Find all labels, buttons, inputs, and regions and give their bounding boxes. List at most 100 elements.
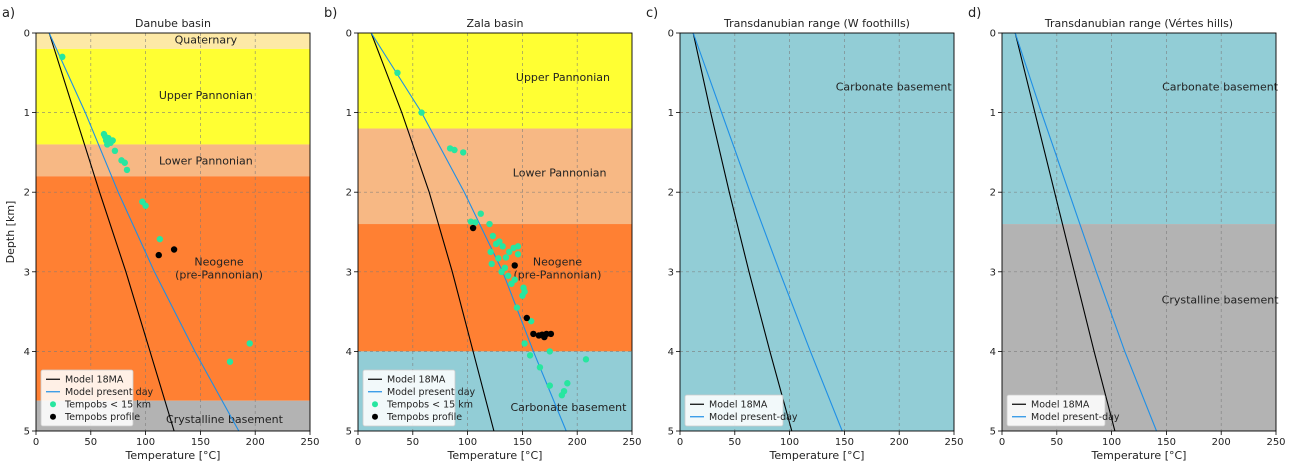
- layer-label: Carbonate basement: [836, 80, 953, 93]
- legend-entry: Model present-day: [1031, 412, 1120, 423]
- layer-band: [680, 33, 954, 431]
- data-point: [496, 238, 503, 245]
- y-tick-label: 2: [668, 188, 674, 199]
- legend-entry: Tempobs profile: [386, 412, 462, 423]
- layer-label: Upper Pannonian: [516, 71, 610, 84]
- x-tick-label: 50: [1050, 437, 1063, 448]
- legend-swatch: [50, 401, 56, 408]
- y-tick-label: 3: [24, 267, 30, 278]
- y-tick-label: 1: [668, 108, 674, 119]
- data-point: [558, 391, 566, 399]
- y-tick-label: 5: [24, 427, 30, 438]
- x-tick-label: 150: [191, 437, 210, 448]
- data-point: [527, 317, 535, 325]
- y-tick-label: 0: [668, 29, 674, 40]
- panel-letter: c): [646, 6, 658, 21]
- x-axis-label: Temperature [°C]: [769, 449, 865, 462]
- data-point: [142, 202, 149, 209]
- grid: [680, 33, 954, 431]
- legend-entry: Tempobs < 15 km: [386, 400, 473, 411]
- x-axis-label: Temperature [°C]: [125, 449, 221, 462]
- data-point: [246, 340, 253, 347]
- legend-entry: Model present day: [387, 387, 476, 398]
- legend-swatch: [372, 413, 378, 420]
- chart-title: Danube basin: [135, 17, 211, 30]
- data-point: [521, 340, 528, 347]
- data-point: [543, 330, 550, 338]
- x-tick-label: 200: [246, 437, 265, 448]
- data-point: [582, 356, 590, 363]
- axes-frame: [1001, 32, 1277, 432]
- panel-3: Carbonate basement 0 50 100 150 200 250 0 1 2 3 4 5 T…: [646, 6, 964, 462]
- y-tick-label: 2: [346, 188, 352, 199]
- x-tick-label: 250: [622, 437, 641, 448]
- series-line-2: [692, 33, 843, 431]
- layers: [680, 33, 954, 431]
- data-point: [477, 210, 484, 217]
- layer-band: [1002, 33, 1276, 225]
- data-point: [526, 352, 534, 359]
- data-point: [418, 109, 425, 116]
- grid: [1002, 33, 1276, 431]
- legend-entry: Tempobs < 15 km: [64, 400, 151, 411]
- axes-frame: [357, 32, 633, 432]
- data-point: [495, 255, 502, 262]
- data-point: [504, 272, 512, 279]
- layer-label: Crystalline basement: [1162, 294, 1280, 307]
- data-point: [460, 149, 467, 156]
- y-tick-label: 3: [668, 267, 674, 278]
- layer-label: Quaternary: [175, 33, 238, 46]
- y-tick-label: 1: [24, 108, 30, 119]
- layer-band: [358, 128, 632, 225]
- data-point: [499, 243, 506, 250]
- y-tick-label: 3: [346, 267, 352, 278]
- data-point: [451, 146, 458, 154]
- y-tick-label: 3: [990, 267, 996, 278]
- data-point: [123, 166, 131, 174]
- series-line-2: [1014, 33, 1158, 431]
- data-point: [536, 364, 544, 371]
- y-tick-label: 0: [346, 29, 352, 40]
- data-point: [501, 264, 509, 272]
- legend-box: [40, 369, 134, 427]
- data-point: [394, 69, 401, 77]
- data-point: [511, 262, 518, 269]
- y-tick-label: 2: [990, 188, 996, 199]
- legend-box: [362, 369, 456, 427]
- x-tick-label: 0: [33, 437, 39, 448]
- panel-letter: a): [2, 6, 15, 21]
- data-point: [121, 159, 128, 166]
- x-tick-label: 200: [890, 437, 909, 448]
- x-tick-label: 50: [406, 437, 419, 448]
- legend-entry: Model 18MA: [65, 375, 124, 386]
- series-line-1: [48, 33, 175, 431]
- layer-label: Carbonate basement: [510, 401, 627, 414]
- y-tick-label: 4: [668, 347, 674, 358]
- chart-title: Transdanubian range (Vértes hills): [1044, 17, 1233, 30]
- data-point: [111, 147, 119, 155]
- data-point: [513, 304, 521, 311]
- x-tick-label: 100: [458, 437, 477, 448]
- data-point: [226, 358, 234, 365]
- series: [1014, 33, 1158, 431]
- x-tick-label: 100: [780, 437, 799, 448]
- data-point: [523, 314, 530, 322]
- series: [370, 33, 590, 431]
- layer-band: [36, 176, 310, 401]
- legend-swatch: [50, 413, 56, 420]
- series-line-1: [692, 33, 793, 431]
- legend-entry: Model 18MA: [709, 400, 768, 411]
- data-point: [170, 246, 178, 253]
- layer-label: Crystalline basement: [166, 413, 284, 426]
- legend-entry: Model 18MA: [1031, 400, 1090, 411]
- chart-title: Zala basin: [466, 17, 523, 30]
- x-axis-label: Temperature [°C]: [1091, 449, 1187, 462]
- x-tick-label: 250: [300, 437, 319, 448]
- y-tick-label: 5: [668, 427, 674, 438]
- x-tick-label: 100: [1102, 437, 1121, 448]
- x-tick-label: 150: [513, 437, 532, 448]
- series-line-2: [48, 33, 240, 431]
